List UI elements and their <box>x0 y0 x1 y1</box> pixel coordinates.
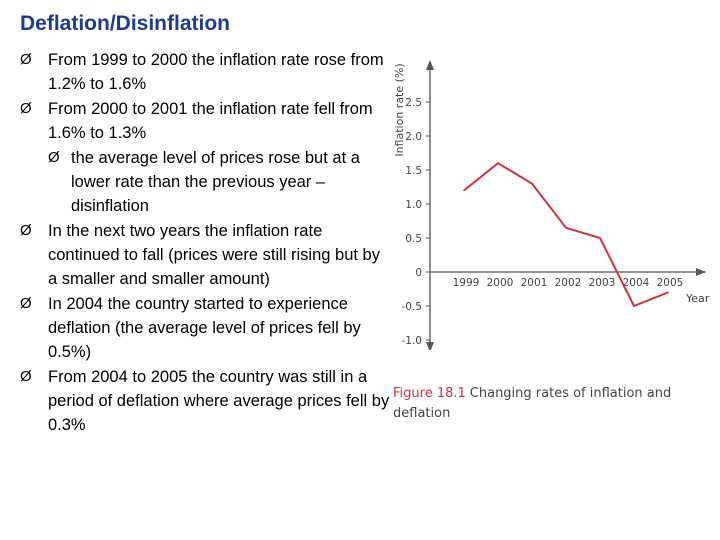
x-axis-title: Year <box>685 292 710 305</box>
bullet-arrow-icon: Ø <box>48 149 60 166</box>
bullet-arrow-icon: Ø <box>20 222 32 239</box>
bullet-text: From 2000 to 2001 the inflation rate fel… <box>48 100 373 142</box>
figure-caption: Figure 18.1 Changing rates of inflation a… <box>393 384 683 424</box>
bullet-item: Ø From 2000 to 2001 the inflation rate f… <box>20 97 392 145</box>
y-axis-arrow-icon <box>426 342 434 350</box>
y-tick-label: -1.0 <box>402 335 423 347</box>
y-tick-label: -0.5 <box>402 301 423 313</box>
x-tick-label: 2003 <box>589 277 616 289</box>
x-tick-label: 2005 <box>657 277 684 289</box>
bullet-item: Ø In the next two years the inflation ra… <box>20 219 392 291</box>
y-axis-title: Inflation rate (%) <box>393 63 406 156</box>
data-point <box>531 182 533 185</box>
bullet-text: the average level of prices rose but at … <box>71 149 360 215</box>
bullet-list: Ø From 1999 to 2000 the inflation rate r… <box>20 48 392 438</box>
y-tick-label: 2.5 <box>405 97 422 109</box>
y-tick-label: 0 <box>415 267 422 279</box>
data-point <box>667 291 669 294</box>
inflation-line-chart: 2.5 2.0 1.5 1.0 0.5 0 -0.5 -1.0 Inflation rate (… <box>393 60 710 350</box>
y-tick-label: 1.5 <box>405 165 422 177</box>
figure-caption-text: Changing rates of inflation and deflatio… <box>393 386 672 421</box>
x-tick-label: 2000 <box>487 277 514 289</box>
y-tick-label: 2.0 <box>405 131 422 143</box>
y-axis-arrow-icon <box>426 60 434 70</box>
sub-bullet-item: Ø the average level of prices rose but a… <box>20 146 392 218</box>
bullet-arrow-icon: Ø <box>20 100 32 117</box>
data-point <box>463 189 465 192</box>
bullet-item: Ø In 2004 the country started to experie… <box>20 292 392 364</box>
x-tick-label: 2004 <box>623 277 650 289</box>
bullet-text: From 2004 to 2005 the country was still … <box>48 368 390 434</box>
bullet-text: In 2004 the country started to experienc… <box>48 295 361 361</box>
y-tick-label: 1.0 <box>405 199 422 211</box>
y-tick-label: 0.5 <box>405 233 422 245</box>
x-tick-label: 1999 <box>453 277 480 289</box>
bullet-item: Ø From 1999 to 2000 the inflation rate r… <box>20 48 392 96</box>
bullet-text: From 1999 to 2000 the inflation rate ros… <box>48 51 384 93</box>
data-point <box>599 237 601 239</box>
bullet-arrow-icon: Ø <box>20 368 32 385</box>
x-axis-arrow-icon <box>696 268 706 276</box>
slide-title: Deflation/Disinflation <box>20 12 230 35</box>
bullet-item: Ø From 2004 to 2005 the country was stil… <box>20 365 392 437</box>
bullet-text: In the next two years the inflation rate… <box>48 222 380 288</box>
figure-label: Figure 18.1 <box>393 386 466 401</box>
bullet-arrow-icon: Ø <box>20 295 32 312</box>
data-point <box>565 227 567 229</box>
data-point <box>633 305 635 307</box>
bullet-arrow-icon: Ø <box>20 51 32 68</box>
data-point <box>497 162 499 164</box>
x-tick-label: 2002 <box>555 277 582 289</box>
x-tick-label: 2001 <box>521 277 548 289</box>
